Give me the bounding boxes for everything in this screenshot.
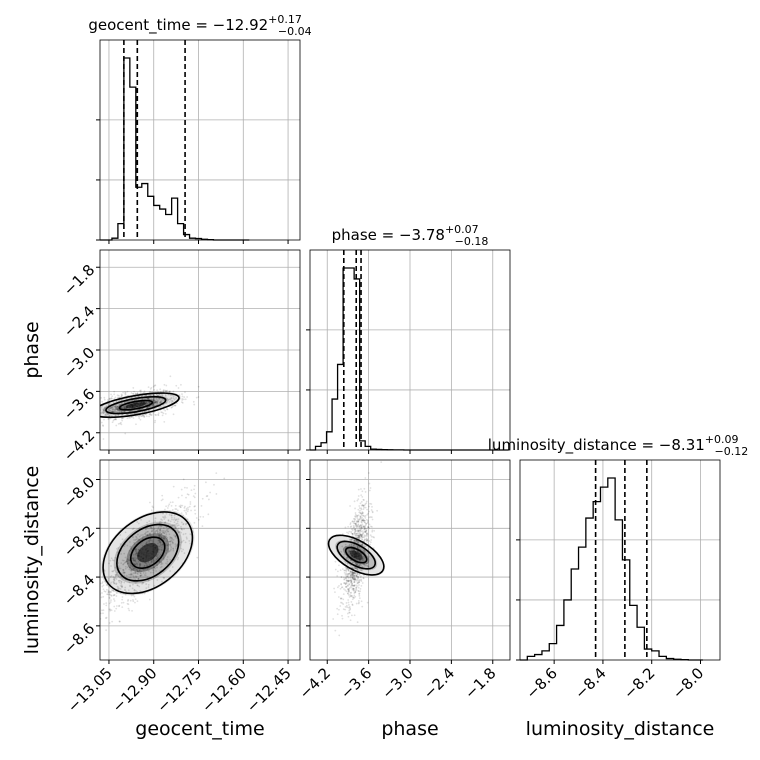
contour-2 xyxy=(344,546,368,564)
contour-2 xyxy=(129,536,166,570)
axes-frame xyxy=(99,39,301,241)
hist-panel-phase: phase = −3.78+0.07 −0.18 xyxy=(306,223,511,454)
x-tick-label-luminosity_distance: −8.0 xyxy=(669,664,707,702)
x-tick-label-luminosity_distance: −8.4 xyxy=(571,664,609,702)
y-tick-label-luminosity_distance: −8.0 xyxy=(60,473,98,511)
y-tick-label-phase: −4.2 xyxy=(60,426,98,464)
contour-0 xyxy=(327,534,385,576)
y-tick-label-luminosity_distance: −8.2 xyxy=(60,522,98,560)
x-tick-label-geocent_time: −12.90 xyxy=(109,664,161,716)
density-level-3 xyxy=(349,550,363,560)
contour-2 xyxy=(118,399,154,411)
y-tick-label-phase: −2.4 xyxy=(60,302,98,340)
hist-step-luminosity_distance xyxy=(520,477,703,661)
x-tick-label-phase: −3.6 xyxy=(337,664,375,702)
hist-panel-geocent_time: geocent_time = −12.92+0.17 −0.04 xyxy=(88,13,312,244)
hist-step-phase xyxy=(310,267,509,451)
x-tick-label-geocent_time: −12.45 xyxy=(243,664,295,716)
x-tick-label-geocent_time: −12.60 xyxy=(198,664,250,716)
axes-frame xyxy=(519,459,721,661)
y-tick-label-luminosity_distance: −8.6 xyxy=(60,619,98,657)
x-tick-label-phase: −1.8 xyxy=(461,664,499,702)
y-tick-label-luminosity_distance: −8.4 xyxy=(60,571,98,609)
x-axis-label-phase: phase xyxy=(381,718,438,740)
x-tick-label-geocent_time: −13.05 xyxy=(64,664,116,716)
contour-0 xyxy=(100,392,180,419)
x-tick-label-luminosity_distance: −8.6 xyxy=(522,664,560,702)
x-axis-label-geocent_time: geocent_time xyxy=(135,718,264,740)
y-axis-label-luminosity_distance: luminosity_distance xyxy=(21,466,43,655)
y-tick-label-phase: −3.6 xyxy=(60,385,98,423)
contour-1 xyxy=(116,523,180,582)
scatter-panel-geocent_time-phase xyxy=(96,249,301,454)
x-tick-label-phase: −4.2 xyxy=(296,664,334,702)
density-level-3 xyxy=(125,402,147,409)
y-tick-label-phase: −1.8 xyxy=(60,261,98,299)
y-tick-label-phase: −3.0 xyxy=(60,344,98,382)
contour-0 xyxy=(102,511,194,595)
panel-title-luminosity_distance: luminosity_distance = −8.31+0.09 −0.12 xyxy=(488,433,748,458)
panel-title-geocent_time: geocent_time = −12.92+0.17 −0.04 xyxy=(88,13,311,38)
sample-cloud xyxy=(100,472,226,636)
sample-cloud xyxy=(327,461,386,637)
hist-panel-luminosity_distance: luminosity_distance = −8.31+0.09 −0.12 xyxy=(488,433,748,661)
x-tick-label-phase: −3.0 xyxy=(378,664,416,702)
x-tick-label-phase: −2.4 xyxy=(420,664,458,702)
x-tick-label-geocent_time: −12.75 xyxy=(153,664,205,716)
contour-1 xyxy=(336,540,377,570)
y-axis-label-phase: phase xyxy=(21,321,43,378)
scatter-panel-geocent_time-luminosity_distance xyxy=(96,459,301,664)
scatter-panel-phase-luminosity_distance xyxy=(306,459,511,664)
x-axis-label-luminosity_distance: luminosity_distance xyxy=(526,718,715,740)
contour-1 xyxy=(105,396,167,415)
panel-title-phase: phase = −3.78+0.07 −0.18 xyxy=(332,223,489,248)
axes-frame xyxy=(99,459,301,661)
x-tick-label-luminosity_distance: −8.2 xyxy=(620,664,658,702)
hist-step-geocent_time xyxy=(100,57,250,241)
density-level-3 xyxy=(137,542,159,563)
sample-cloud xyxy=(100,375,200,440)
